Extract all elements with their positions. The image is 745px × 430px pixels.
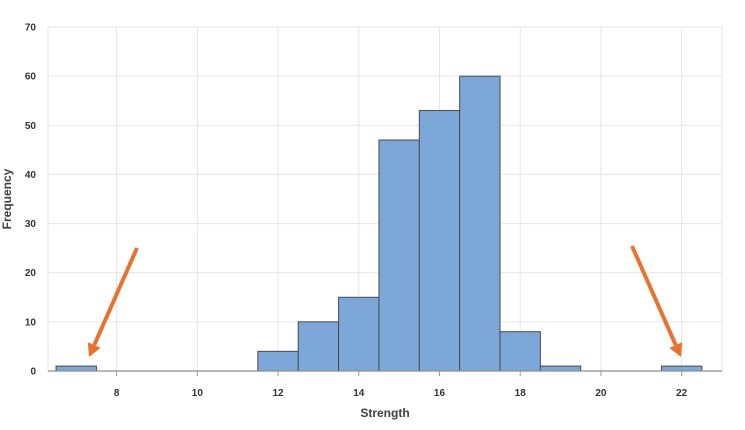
annotation-arrow bbox=[87, 247, 139, 357]
histogram-bar bbox=[660, 365, 703, 372]
y-tick-label: 0 bbox=[30, 367, 36, 378]
histogram-bar bbox=[378, 139, 420, 372]
x-tick-label: 22 bbox=[676, 388, 688, 399]
y-tick-label: 60 bbox=[25, 72, 37, 83]
y-tick-label: 10 bbox=[25, 317, 37, 328]
y-tick-label: 40 bbox=[25, 170, 37, 181]
x-tick-label: 8 bbox=[114, 388, 120, 399]
grid-lines bbox=[47, 26, 723, 371]
histogram-bar bbox=[459, 75, 501, 372]
histogram-bar bbox=[338, 296, 380, 372]
y-tick-label: 20 bbox=[25, 268, 37, 279]
x-tick-label: 16 bbox=[434, 388, 446, 399]
y-axis-title: Frequency bbox=[0, 168, 14, 229]
histogram-bar bbox=[539, 365, 582, 372]
histogram-bar bbox=[297, 321, 340, 372]
y-tick-label: 30 bbox=[25, 219, 37, 230]
y-tick-label: 50 bbox=[25, 121, 37, 132]
histogram-bar bbox=[55, 365, 97, 372]
x-tick-label: 12 bbox=[272, 388, 284, 399]
histogram-bar bbox=[499, 331, 541, 372]
histogram-bar bbox=[257, 350, 299, 372]
x-axis-title: Strength bbox=[360, 406, 409, 420]
annotations bbox=[87, 245, 683, 357]
x-tick-label: 14 bbox=[353, 388, 365, 399]
x-tick-label: 18 bbox=[515, 388, 527, 399]
x-tick-label: 20 bbox=[595, 388, 607, 399]
histogram-bar bbox=[418, 110, 461, 372]
annotation-arrow bbox=[630, 245, 683, 357]
y-tick-label: 70 bbox=[25, 23, 37, 34]
x-tick-label: 10 bbox=[192, 388, 204, 399]
axes: 0 10 20 30 40 50 60 70 8 10 12 14 16 18 20 22 bbox=[25, 23, 722, 399]
